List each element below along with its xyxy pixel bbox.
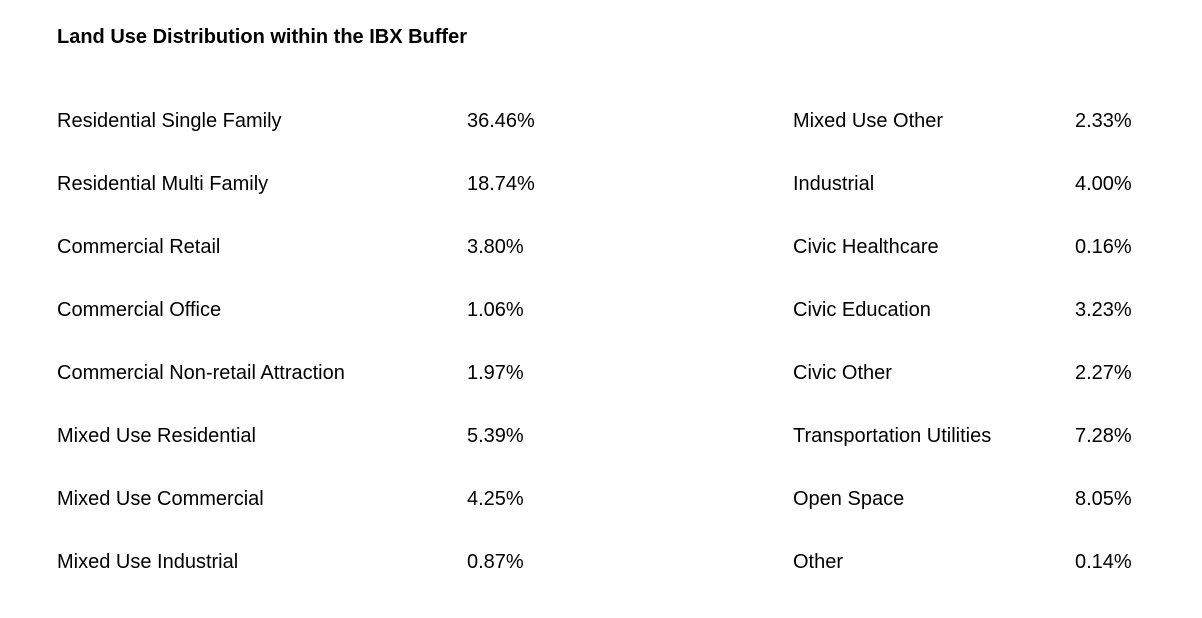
land-use-value: 4.25% xyxy=(467,487,524,510)
land-use-label: Mixed Use Other xyxy=(793,109,944,132)
land-use-label: Residential Multi Family xyxy=(57,172,269,195)
land-use-value: 7.28% xyxy=(1075,424,1132,447)
land-use-label: Industrial xyxy=(793,172,875,195)
land-use-label: Commercial Office xyxy=(57,298,222,321)
land-use-value: 2.33% xyxy=(1075,109,1132,132)
land-use-value: 3.80% xyxy=(467,235,524,258)
land-use-label: Civic Education xyxy=(793,298,931,321)
land-use-value: 2.27% xyxy=(1075,361,1132,384)
land-use-label: Transportation Utilities xyxy=(793,424,992,447)
land-use-value: 0.87% xyxy=(467,550,524,573)
land-use-value: 0.16% xyxy=(1075,235,1132,258)
land-use-table: Residential Single Family 36.46% Mixed Use… xyxy=(57,89,1202,593)
land-use-value: 5.39% xyxy=(467,424,524,447)
land-use-value: 18.74% xyxy=(467,172,535,195)
land-use-label: Mixed Use Residential xyxy=(57,424,256,447)
land-use-value: 1.97% xyxy=(467,361,524,384)
land-use-value: 8.05% xyxy=(1075,487,1132,510)
land-use-label: Mixed Use Commercial xyxy=(57,487,264,510)
land-use-value: 3.23% xyxy=(1075,298,1132,321)
land-use-label: Commercial Retail xyxy=(57,235,221,258)
land-use-label: Civic Other xyxy=(793,361,892,384)
land-use-value: 1.06% xyxy=(467,298,524,321)
land-use-label: Open Space xyxy=(793,487,905,510)
land-use-value: 36.46% xyxy=(467,109,535,132)
land-use-label: Civic Healthcare xyxy=(793,235,939,258)
land-use-label: Commercial Non-retail Attraction xyxy=(57,361,345,384)
land-use-label: Residential Single Family xyxy=(57,109,282,132)
page-title: Land Use Distribution within the IBX Buf… xyxy=(57,26,467,48)
land-use-label: Mixed Use Industrial xyxy=(57,550,239,573)
land-use-value: 4.00% xyxy=(1075,172,1132,195)
land-use-label: Other xyxy=(793,550,844,573)
land-use-value: 0.14% xyxy=(1075,550,1132,573)
